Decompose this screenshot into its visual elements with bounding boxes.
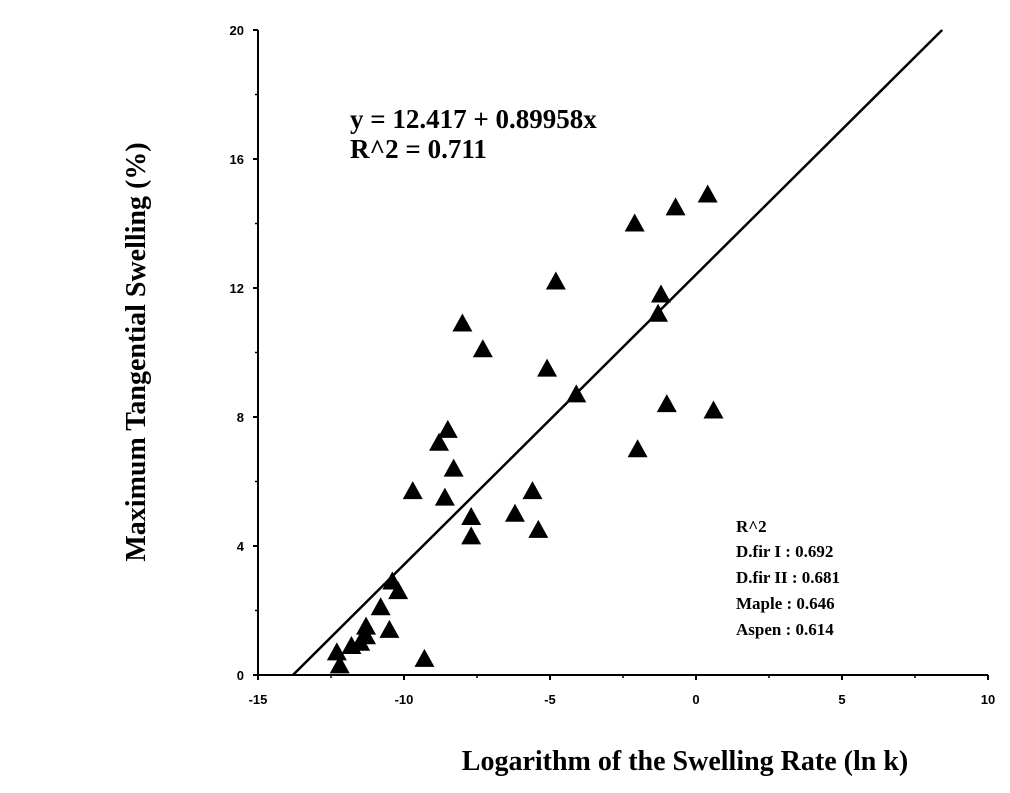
data-point-triangle (434, 487, 455, 506)
axes: 0 4 8 12 16 20 -15 -10 -5 0 5 10 (230, 23, 996, 707)
data-point-triangle (429, 432, 450, 451)
y-tick-label: 0 (237, 668, 244, 683)
data-point-triangle (461, 526, 482, 545)
data-point-triangle (326, 642, 347, 661)
y-tick-label: 8 (237, 410, 244, 425)
x-tick-label: 5 (838, 692, 845, 707)
equation-label: y = 12.417 + 0.89958x (350, 104, 597, 134)
y-tick-label: 4 (237, 539, 245, 554)
legend-title: R^2 (736, 517, 767, 536)
data-point-triangle (528, 519, 549, 538)
data-point-triangle (504, 503, 525, 522)
data-point-triangle (443, 458, 464, 477)
x-tick-label: -10 (395, 692, 414, 707)
data-point-triangle (341, 635, 362, 654)
data-point-triangle (388, 581, 409, 600)
x-axis-label: Logarithm of the Swelling Rate (ln k) (462, 746, 908, 777)
legend-entry: D.fir II : 0.681 (736, 568, 840, 587)
y-axis-label: Maximum Tangential Swelling (%) (121, 142, 152, 561)
data-point-triangle (452, 313, 473, 332)
data-point-triangle (356, 616, 377, 635)
data-point-triangle (566, 384, 587, 403)
legend-entry: Aspen : 0.614 (736, 620, 834, 639)
data-point-triangle (379, 619, 400, 638)
y-tick-label: 12 (230, 281, 244, 296)
data-point-triangle (461, 506, 482, 525)
data-point-triangle (545, 271, 566, 290)
regression-line (292, 29, 944, 676)
data-point-triangle (697, 184, 718, 203)
legend-entry: D.fir I : 0.692 (736, 542, 833, 561)
data-point-triangle (414, 648, 435, 667)
data-point-triangle (370, 597, 391, 616)
data-point-triangle (537, 358, 558, 377)
data-point-triangle (627, 439, 648, 458)
x-tick-label: 0 (692, 692, 699, 707)
y-tick-label: 16 (230, 152, 244, 167)
r2-label: R^2 = 0.711 (350, 134, 487, 164)
data-point-triangle (665, 197, 686, 216)
data-point-triangle (329, 655, 350, 674)
data-point-triangle (472, 339, 493, 358)
legend-entry: Maple : 0.646 (736, 594, 835, 613)
data-point-triangle (437, 419, 458, 438)
data-point-triangle (402, 481, 423, 500)
y-tick-label: 20 (230, 23, 244, 38)
data-point-triangle (522, 481, 543, 500)
legend: R^2 D.fir I : 0.692 D.fir II : 0.681 Map… (736, 517, 840, 639)
data-point-triangle (648, 303, 669, 322)
data-point-triangle (656, 394, 677, 413)
data-point-triangle (703, 400, 724, 419)
data-point-triangle (624, 213, 645, 232)
data-point-triangle (650, 284, 671, 303)
x-tick-label: 10 (981, 692, 995, 707)
x-tick-label: -15 (249, 692, 268, 707)
data-points (326, 184, 724, 674)
x-tick-label: -5 (544, 692, 556, 707)
